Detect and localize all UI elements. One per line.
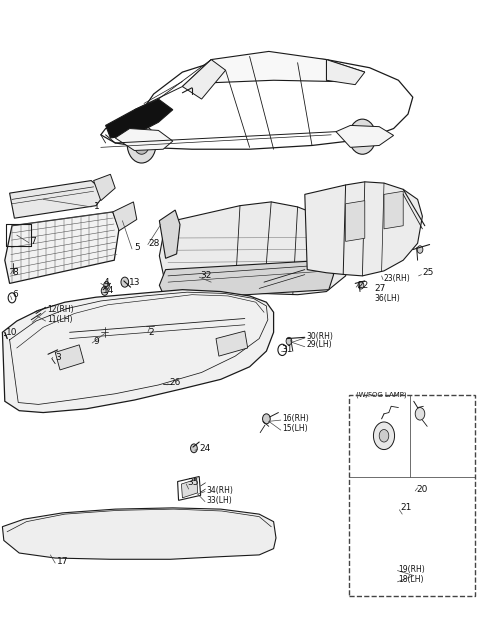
Circle shape bbox=[101, 287, 108, 295]
Circle shape bbox=[134, 134, 149, 154]
Circle shape bbox=[46, 351, 52, 360]
Text: 33(LH): 33(LH) bbox=[206, 496, 232, 505]
Circle shape bbox=[34, 311, 40, 319]
Circle shape bbox=[60, 196, 65, 203]
Polygon shape bbox=[182, 51, 365, 87]
Text: 34(RH): 34(RH) bbox=[206, 486, 233, 495]
Circle shape bbox=[373, 422, 395, 450]
Polygon shape bbox=[159, 210, 180, 258]
Text: 20: 20 bbox=[417, 485, 428, 493]
Text: 31: 31 bbox=[282, 345, 293, 354]
Circle shape bbox=[379, 429, 389, 442]
Polygon shape bbox=[106, 99, 173, 138]
Circle shape bbox=[8, 261, 19, 276]
Polygon shape bbox=[159, 260, 334, 300]
Text: 2: 2 bbox=[149, 328, 155, 337]
Text: 27: 27 bbox=[374, 284, 386, 293]
Text: 6: 6 bbox=[12, 290, 18, 299]
Circle shape bbox=[191, 444, 197, 453]
Text: 19(RH): 19(RH) bbox=[398, 565, 425, 574]
Bar bbox=[349, 395, 475, 596]
Circle shape bbox=[208, 532, 215, 540]
Circle shape bbox=[246, 276, 253, 286]
Text: 3: 3 bbox=[55, 353, 61, 362]
Circle shape bbox=[286, 337, 292, 345]
Text: 26: 26 bbox=[169, 378, 180, 387]
Circle shape bbox=[119, 214, 126, 224]
Polygon shape bbox=[5, 212, 119, 283]
Text: 10: 10 bbox=[6, 328, 17, 337]
Polygon shape bbox=[216, 331, 248, 356]
Polygon shape bbox=[181, 479, 198, 498]
Text: 29(LH): 29(LH) bbox=[306, 340, 332, 349]
Text: 9: 9 bbox=[94, 337, 99, 346]
Circle shape bbox=[55, 252, 65, 265]
Text: 11(LH): 11(LH) bbox=[47, 315, 72, 324]
Text: 12(RH): 12(RH) bbox=[47, 305, 73, 314]
Text: 18(LH): 18(LH) bbox=[398, 576, 424, 584]
Text: 35: 35 bbox=[187, 478, 199, 487]
Text: 28: 28 bbox=[149, 239, 160, 248]
Text: 1: 1 bbox=[94, 203, 99, 211]
Circle shape bbox=[263, 414, 270, 424]
Text: 13: 13 bbox=[129, 278, 140, 287]
Circle shape bbox=[349, 119, 376, 154]
Circle shape bbox=[51, 247, 69, 270]
Circle shape bbox=[23, 532, 30, 540]
Circle shape bbox=[417, 246, 423, 253]
Circle shape bbox=[79, 196, 84, 203]
Polygon shape bbox=[182, 60, 226, 99]
Text: 17: 17 bbox=[57, 557, 68, 566]
Text: 16(RH): 16(RH) bbox=[282, 414, 309, 423]
Circle shape bbox=[165, 532, 171, 540]
Text: 15(LH): 15(LH) bbox=[282, 424, 307, 433]
Polygon shape bbox=[2, 508, 276, 559]
Text: 36(LH): 36(LH) bbox=[374, 294, 400, 303]
Text: 32: 32 bbox=[201, 271, 212, 280]
Polygon shape bbox=[2, 290, 274, 413]
Text: 30(RH): 30(RH) bbox=[306, 332, 333, 340]
Polygon shape bbox=[326, 60, 365, 85]
Circle shape bbox=[40, 196, 46, 203]
Circle shape bbox=[358, 282, 364, 289]
Text: 14: 14 bbox=[103, 287, 115, 295]
Polygon shape bbox=[10, 181, 106, 218]
Text: 8: 8 bbox=[12, 268, 18, 277]
Text: (W/FOG LAMP): (W/FOG LAMP) bbox=[356, 392, 407, 398]
Circle shape bbox=[47, 532, 54, 540]
Circle shape bbox=[81, 532, 87, 540]
Polygon shape bbox=[94, 174, 115, 201]
Circle shape bbox=[241, 532, 248, 540]
Text: 7: 7 bbox=[30, 237, 36, 246]
Text: 24: 24 bbox=[199, 444, 210, 453]
Text: 5: 5 bbox=[134, 243, 140, 252]
Circle shape bbox=[121, 532, 128, 540]
Circle shape bbox=[104, 282, 109, 289]
Text: 21: 21 bbox=[401, 503, 412, 512]
Polygon shape bbox=[336, 125, 394, 147]
Text: 25: 25 bbox=[422, 268, 434, 277]
Circle shape bbox=[21, 196, 27, 203]
Text: 23(RH): 23(RH) bbox=[384, 274, 411, 283]
Circle shape bbox=[415, 408, 425, 420]
Polygon shape bbox=[55, 345, 84, 370]
Text: 4: 4 bbox=[103, 278, 109, 287]
Polygon shape bbox=[159, 202, 350, 295]
Circle shape bbox=[127, 125, 156, 163]
Polygon shape bbox=[115, 129, 173, 150]
Text: 22: 22 bbox=[358, 281, 369, 290]
Circle shape bbox=[29, 317, 35, 325]
Circle shape bbox=[355, 127, 370, 146]
Polygon shape bbox=[305, 182, 422, 276]
Polygon shape bbox=[384, 191, 403, 229]
Polygon shape bbox=[346, 201, 365, 241]
Circle shape bbox=[121, 277, 129, 287]
Polygon shape bbox=[113, 202, 137, 231]
